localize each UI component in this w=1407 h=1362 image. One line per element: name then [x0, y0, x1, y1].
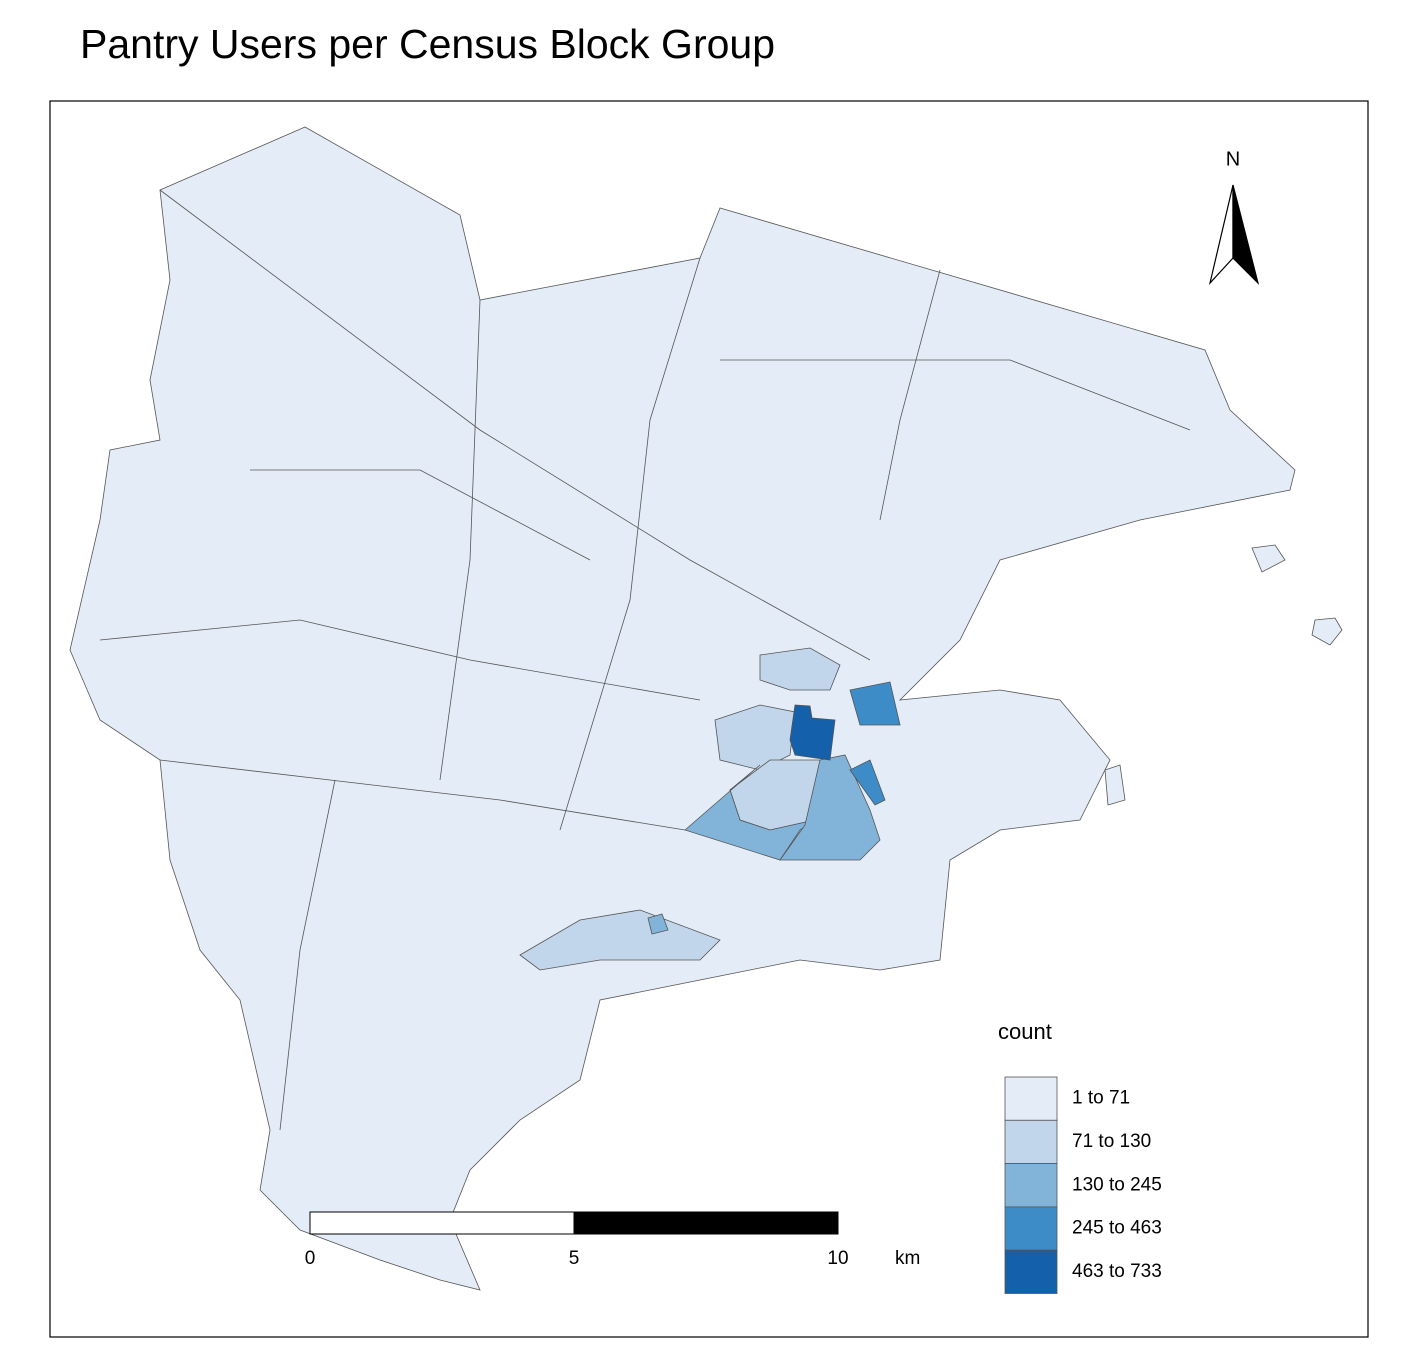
boundary — [250, 469, 591, 561]
region — [849, 759, 886, 806]
boundary — [159, 189, 871, 661]
legend-title: count — [998, 1019, 1052, 1044]
legend-swatch — [1004, 1249, 1058, 1294]
island — [1104, 764, 1126, 806]
scale-segment — [309, 1211, 575, 1235]
island — [1251, 544, 1286, 573]
legend-label: 1 to 71 — [1072, 1088, 1130, 1109]
legend-label: 130 to 245 — [1072, 1174, 1162, 1195]
arrow-right — [1232, 184, 1260, 285]
study-area — [69, 126, 1296, 1291]
scale-segment — [573, 1211, 839, 1235]
region — [779, 754, 881, 861]
legend-label: 71 to 130 — [1072, 1131, 1151, 1152]
boundary — [99, 619, 701, 701]
region — [759, 647, 841, 691]
boundary — [159, 759, 686, 831]
north-label: N — [1226, 148, 1240, 170]
island — [1311, 617, 1343, 646]
scale-tick-label: 0 — [305, 1248, 316, 1269]
boundary — [720, 359, 1191, 431]
boundary — [559, 257, 701, 831]
region — [519, 909, 721, 971]
scale-tick-label: 5 — [569, 1248, 580, 1269]
boundary — [279, 779, 336, 1131]
region — [789, 704, 836, 761]
boundary — [439, 299, 481, 781]
region — [849, 681, 901, 726]
north-arrow: N — [1208, 148, 1260, 286]
legend-label: 463 to 733 — [1072, 1261, 1162, 1282]
map-regions — [69, 126, 1343, 1291]
legend-swatch — [1004, 1119, 1058, 1165]
boundary — [879, 269, 941, 521]
region — [647, 913, 669, 935]
scale-unit: km — [895, 1248, 920, 1269]
legend-swatch — [1004, 1076, 1058, 1121]
scale-tick-label: 10 — [827, 1248, 848, 1269]
region — [714, 704, 796, 771]
legend-label: 245 to 463 — [1072, 1218, 1162, 1239]
legend-swatch — [1004, 1206, 1058, 1251]
map-title: Pantry Users per Census Block Group — [80, 21, 775, 67]
legend-swatch — [1004, 1163, 1058, 1208]
